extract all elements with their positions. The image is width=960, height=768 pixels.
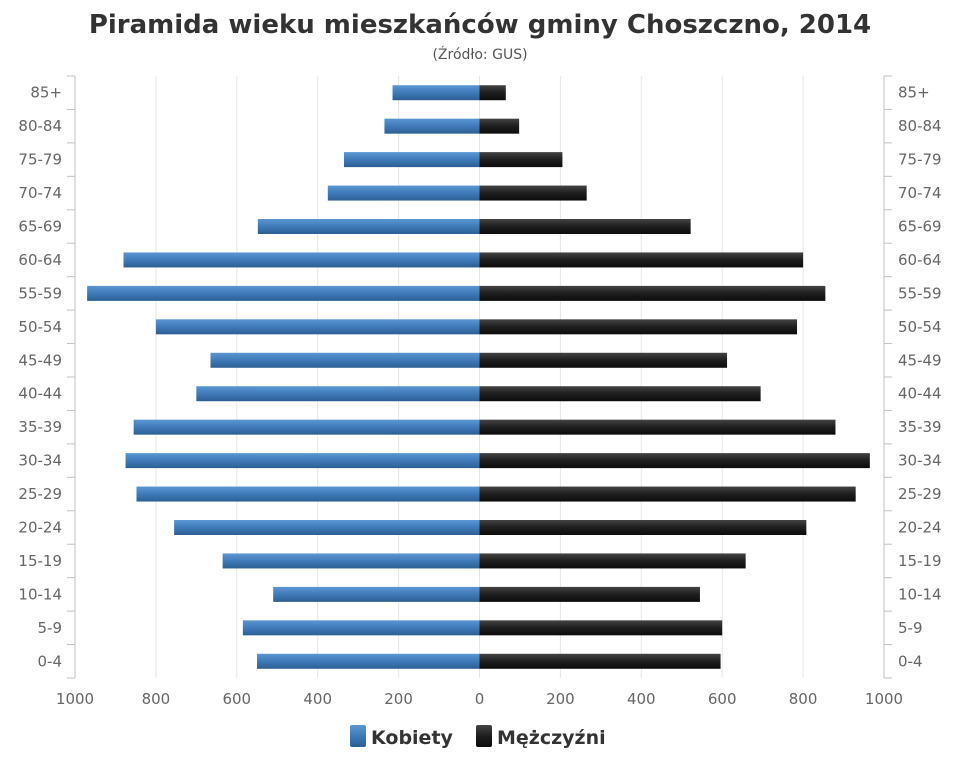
category-label-right: 10-14 <box>898 585 942 603</box>
category-label-right: 30-34 <box>898 452 942 470</box>
category-label-right: 75-79 <box>898 151 942 169</box>
bar-kobiety[interactable] <box>155 319 480 335</box>
category-label-right: 55-59 <box>898 284 942 302</box>
x-tick-label: 200 <box>384 690 413 708</box>
bar-kobiety[interactable] <box>210 352 480 368</box>
x-tick-label: 600 <box>708 690 737 708</box>
bar-kobiety[interactable] <box>174 520 480 535</box>
bar-mezczyzni[interactable] <box>479 185 587 201</box>
bar-kobiety[interactable] <box>257 219 480 234</box>
category-label-left: 70-74 <box>18 184 62 202</box>
legend[interactable]: Kobiety Mężczyźni <box>350 725 606 749</box>
bar-mezczyzni[interactable] <box>479 85 506 101</box>
category-label-left: 45-49 <box>18 351 62 369</box>
category-label-left: 60-64 <box>18 251 62 269</box>
bar-mezczyzni[interactable] <box>479 118 520 134</box>
x-tick-label: 400 <box>627 690 656 708</box>
bar-mezczyzni[interactable] <box>479 586 700 602</box>
x-tick-label: 800 <box>142 690 171 708</box>
category-label-left: 65-69 <box>18 218 62 236</box>
category-label-right: 45-49 <box>898 351 942 369</box>
bar-mezczyzni[interactable] <box>479 219 691 234</box>
category-label-right: 20-24 <box>898 519 942 537</box>
bar-kobiety[interactable] <box>343 152 480 168</box>
x-tick-label: 1000 <box>56 690 94 708</box>
category-label-left: 40-44 <box>18 385 62 403</box>
category-label-left: 20-24 <box>18 519 62 537</box>
x-tick-label: 400 <box>303 690 332 708</box>
axes: 1000 800 600 400 200 0 200 400 600 800 1000 85+ 85+ 8… <box>18 75 942 708</box>
x-tick-label: 600 <box>222 690 251 708</box>
category-label-left: 25-29 <box>18 485 62 503</box>
bar-mezczyzni[interactable] <box>479 252 804 268</box>
bar-mezczyzni[interactable] <box>479 419 836 435</box>
category-label-left: 5-9 <box>38 619 63 637</box>
category-label-right: 50-54 <box>898 318 942 336</box>
category-label-left: 85+ <box>30 84 62 102</box>
legend-swatch-kobiety[interactable] <box>350 725 366 747</box>
category-label-right: 25-29 <box>898 485 942 503</box>
bar-kobiety[interactable] <box>125 453 480 469</box>
bar-mezczyzni[interactable] <box>479 620 723 636</box>
category-label-left: 55-59 <box>18 284 62 302</box>
category-label-right: 15-19 <box>898 552 942 570</box>
category-label-right: 70-74 <box>898 184 942 202</box>
x-tick-label: 0 <box>475 690 485 708</box>
category-label-right: 40-44 <box>898 385 942 403</box>
category-label-left: 50-54 <box>18 318 62 336</box>
category-label-right: 65-69 <box>898 218 942 236</box>
bar-mezczyzni[interactable] <box>479 453 870 469</box>
bar-kobiety[interactable] <box>327 185 480 201</box>
legend-swatch-mezczyzni[interactable] <box>476 725 492 747</box>
bar-mezczyzni[interactable] <box>479 285 826 301</box>
bar-mezczyzni[interactable] <box>479 152 563 168</box>
bar-kobiety[interactable] <box>257 653 480 669</box>
bar-mezczyzni[interactable] <box>479 319 798 335</box>
category-label-right: 5-9 <box>898 619 923 637</box>
category-label-right: 0-4 <box>898 652 923 670</box>
bars <box>87 85 870 669</box>
chart-title: Piramida wieku mieszkańców gminy Choszcz… <box>89 10 871 40</box>
bar-kobiety[interactable] <box>222 553 480 569</box>
category-label-right: 85+ <box>898 84 930 102</box>
category-label-right: 35-39 <box>898 418 942 436</box>
category-label-left: 30-34 <box>18 452 62 470</box>
category-label-left: 15-19 <box>18 552 62 570</box>
x-tick-label: 200 <box>546 690 575 708</box>
bar-mezczyzni[interactable] <box>479 486 856 502</box>
bar-kobiety[interactable] <box>273 586 480 602</box>
x-tick-label: 800 <box>789 690 818 708</box>
bar-kobiety[interactable] <box>87 285 480 301</box>
category-label-left: 80-84 <box>18 117 62 135</box>
bar-mezczyzni[interactable] <box>479 553 746 569</box>
bar-mezczyzni[interactable] <box>479 386 761 402</box>
chart-subtitle: (Źródło: GUS) <box>432 45 527 63</box>
bar-mezczyzni[interactable] <box>479 352 728 368</box>
category-label-left: 0-4 <box>38 652 63 670</box>
legend-label-mezczyzni[interactable]: Mężczyźni <box>497 727 606 749</box>
category-label-left: 35-39 <box>18 418 62 436</box>
bar-kobiety[interactable] <box>384 118 480 134</box>
bar-kobiety[interactable] <box>196 386 480 402</box>
category-label-right: 60-64 <box>898 251 942 269</box>
bar-kobiety[interactable] <box>242 620 480 636</box>
bar-mezczyzni[interactable] <box>479 653 721 669</box>
category-label-left: 10-14 <box>18 585 62 603</box>
x-tick-label: 1000 <box>865 690 903 708</box>
bar-kobiety[interactable] <box>136 486 480 502</box>
legend-label-kobiety[interactable]: Kobiety <box>371 727 454 749</box>
bar-kobiety[interactable] <box>392 85 480 101</box>
bar-kobiety[interactable] <box>133 419 480 435</box>
bar-mezczyzni[interactable] <box>479 520 807 535</box>
category-label-left: 75-79 <box>18 151 62 169</box>
bar-kobiety[interactable] <box>123 252 480 268</box>
category-label-right: 80-84 <box>898 117 942 135</box>
